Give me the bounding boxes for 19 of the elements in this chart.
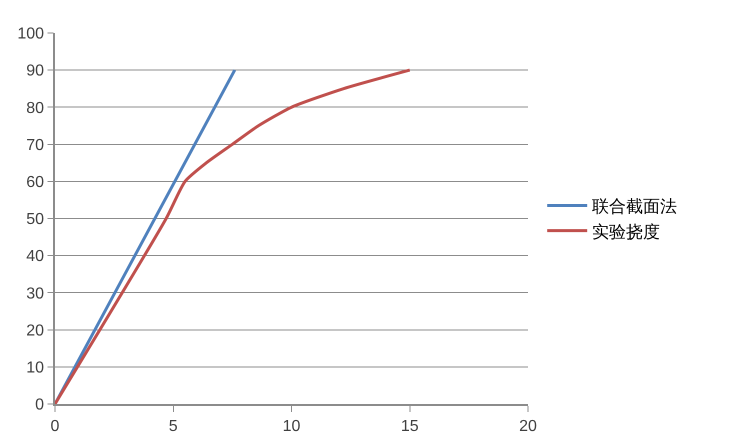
y-tick-label: 70: [26, 136, 44, 154]
x-tick-label: 20: [519, 418, 537, 435]
legend-label: 联合截面法: [592, 197, 678, 216]
y-tick-label: 40: [26, 248, 44, 266]
x-tick-label: 10: [282, 418, 300, 435]
legend-label: 实验挠度: [592, 222, 660, 242]
x-tick-label: 0: [50, 418, 60, 435]
y-tick-label: 60: [26, 174, 44, 191]
y-tick-label: 100: [17, 26, 44, 43]
y-tick-label: 0: [35, 396, 44, 414]
y-tick-label: 50: [26, 211, 44, 228]
x-tick-label: 5: [168, 418, 178, 435]
y-tick-label: 30: [26, 285, 44, 302]
x-tick-label: 15: [400, 418, 419, 435]
y-tick-label: 80: [26, 100, 44, 117]
y-tick-label: 10: [26, 360, 44, 376]
y-tick-label: 20: [26, 322, 44, 340]
line-series: [55, 68, 412, 404]
y-tick-label: 90: [26, 62, 44, 80]
